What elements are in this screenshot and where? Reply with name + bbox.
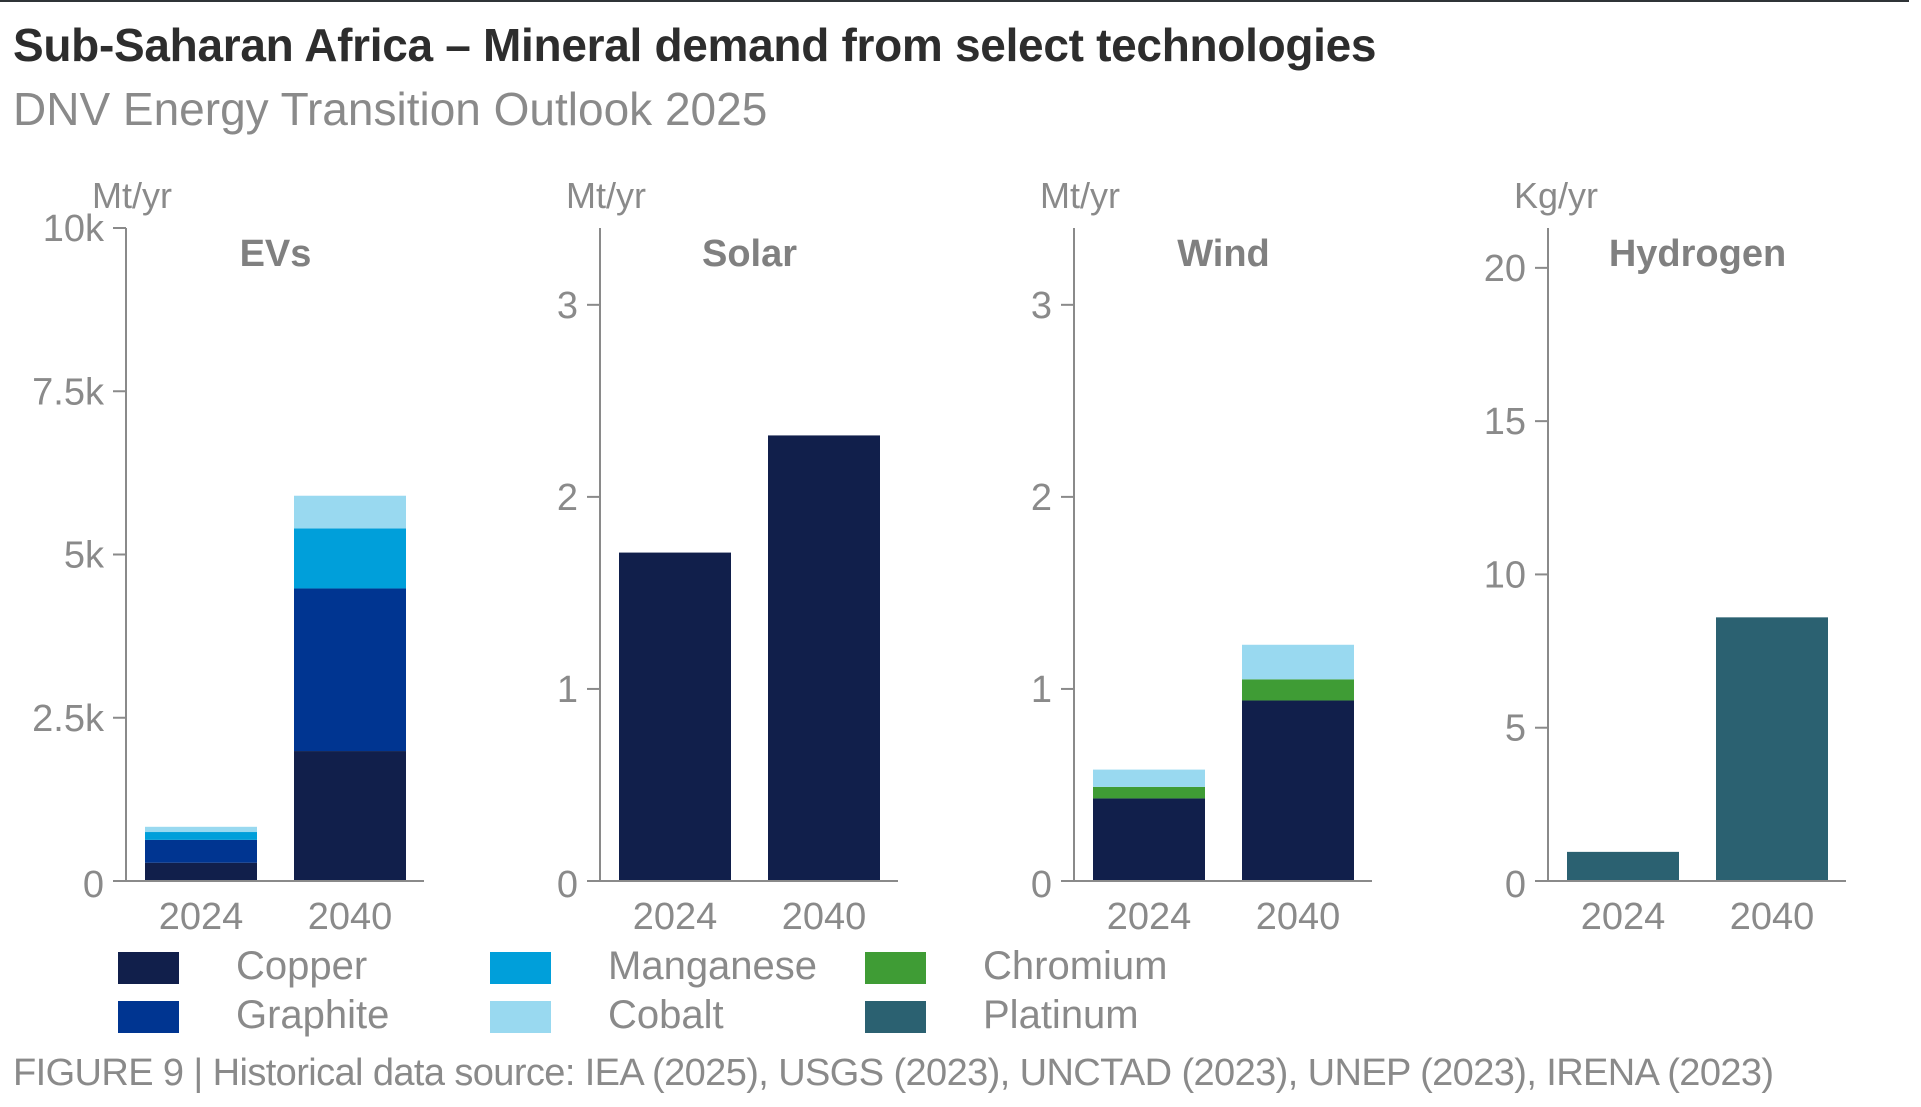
solar-bar-2040-copper [768,435,880,881]
legend-item-graphite: Graphite [118,993,389,1037]
evs-y-tick-label: 0 [83,864,104,906]
solar-bar-2024-copper [619,552,731,881]
evs-x-label-2024: 2024 [159,896,244,938]
wind-x-label-2040: 2040 [1256,896,1341,938]
solar-y-tick-label: 1 [557,669,578,711]
legend-label-cobalt: Cobalt [608,993,724,1037]
evs-bar-2040-graphite [294,588,406,752]
evs-unit-label: Mt/yr [92,175,172,216]
legend-item-cobalt: Cobalt [490,993,724,1037]
wind-y-tick-label: 2 [1031,477,1052,519]
wind-y-tick-label: 3 [1031,285,1052,327]
evs-bar-2024-copper [145,862,257,881]
legend-label-graphite: Graphite [236,993,390,1037]
legend-swatch-platinum [865,1001,926,1033]
wind-bar-2024-chromium [1093,786,1205,799]
wind-bar-2040-cobalt [1242,644,1354,680]
legend-swatch-cobalt [490,1001,551,1033]
solar-panel-title: Solar [702,233,797,275]
hydrogen-x-label-2024: 2024 [1581,896,1666,938]
evs-y-tick-label: 7.5k [32,371,105,413]
evs-bar-2040-copper [294,751,406,881]
legend-item-platinum: Platinum [865,993,1139,1037]
solar-y-tick-label: 3 [557,285,578,327]
legend-swatch-chromium [865,952,926,984]
evs-y-tick-label: 2.5k [32,698,105,740]
legend-label-platinum: Platinum [983,993,1139,1037]
wind-y-tick-label: 0 [1031,864,1052,906]
evs-x-label-2040: 2040 [308,896,393,938]
legend-item-copper: Copper [118,944,367,988]
legend-swatch-copper [118,952,179,984]
hydrogen-x-label-2040: 2040 [1730,896,1815,938]
hydrogen-y-tick-label: 0 [1505,864,1526,906]
hydrogen-panel-title: Hydrogen [1609,233,1786,275]
legend-swatch-manganese [490,952,551,984]
evs-y-tick-label: 5k [64,535,105,577]
footnote: FIGURE 9 | Historical data source: IEA (… [13,1052,1774,1094]
hydrogen-bar-2040-platinum [1716,617,1828,881]
evs-bar-2024-cobalt [145,826,257,833]
evs-bar-2024-graphite [145,839,257,863]
hydrogen-y-tick-label: 15 [1484,401,1526,443]
hydrogen-bar-2024-platinum [1567,851,1679,881]
wind-bar-2040-copper [1242,700,1354,881]
wind-bar-2024-copper [1093,798,1205,881]
legend-label-copper: Copper [236,944,368,988]
hydrogen-y-tick-label: 20 [1484,248,1526,290]
evs-y-tick-label: 10k [43,208,105,250]
wind-bar-2024-cobalt [1093,769,1205,787]
hydrogen-unit-label: Kg/yr [1514,175,1598,216]
wind-x-label-2024: 2024 [1107,896,1192,938]
wind-y-tick-label: 1 [1031,669,1052,711]
legend-item-chromium: Chromium [865,944,1167,988]
top-rule [0,0,1909,2]
chart-subtitle: DNV Energy Transition Outlook 2025 [13,83,768,135]
legend-label-chromium: Chromium [983,944,1168,988]
solar-x-label-2024: 2024 [633,896,718,938]
evs-bar-2040-cobalt [294,495,406,529]
legend-item-manganese: Manganese [490,944,817,988]
wind-bar-2040-chromium [1242,679,1354,701]
wind-panel-title: Wind [1177,233,1270,275]
solar-x-label-2040: 2040 [782,896,867,938]
hydrogen-y-tick-label: 5 [1505,708,1526,750]
solar-y-tick-label: 0 [557,864,578,906]
chart-title: Sub-Saharan Africa – Mineral demand from… [13,19,1377,71]
evs-bar-2040-manganese [294,528,406,589]
wind-unit-label: Mt/yr [1040,175,1120,216]
solar-y-tick-label: 2 [557,477,578,519]
legend-swatch-graphite [118,1001,179,1033]
evs-bar-2024-manganese [145,832,257,840]
evs-panel-title: EVs [240,233,312,275]
hydrogen-y-tick-label: 10 [1484,554,1526,596]
solar-unit-label: Mt/yr [566,175,646,216]
legend-label-manganese: Manganese [608,944,818,988]
